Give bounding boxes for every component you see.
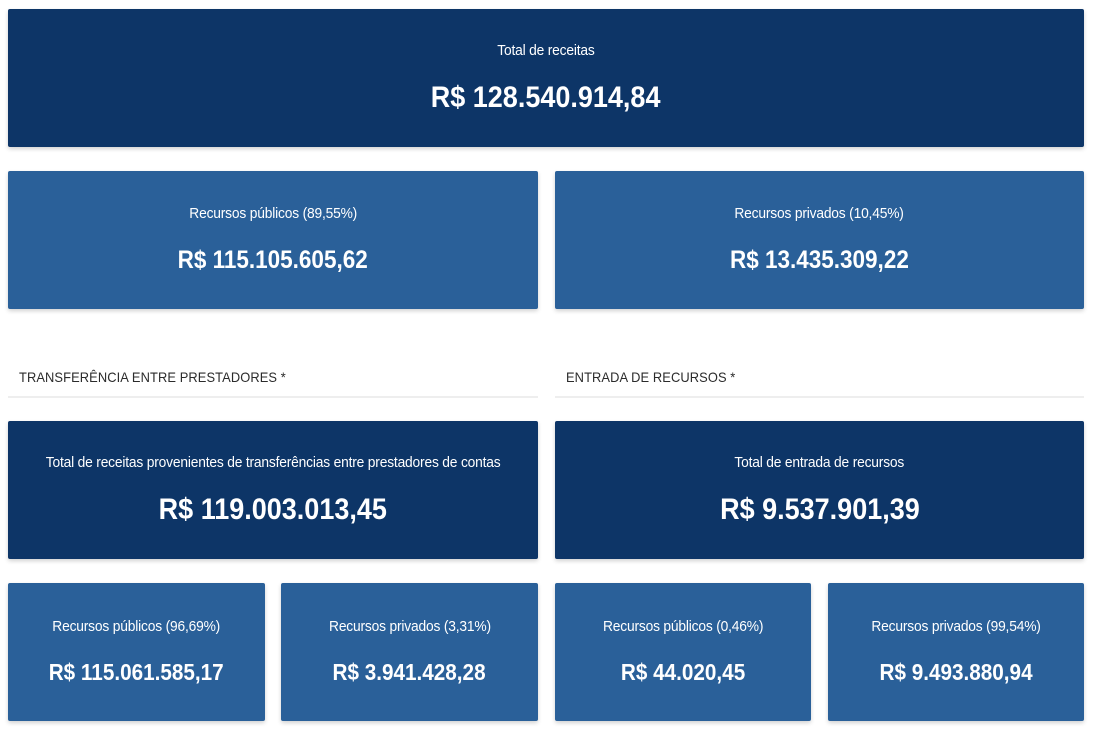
total-revenue-value: R$ 128.540.914,84 [431, 80, 661, 114]
entry-public-label: Recursos públicos (0,46%) [602, 618, 764, 635]
summary-private-card: Recursos privados (10,45%) R$ 13.435.309… [555, 171, 1084, 309]
summary-private-value: R$ 13.435.309,22 [730, 246, 909, 274]
transfer-section-title: TRANSFERÊNCIA ENTRE PRESTADORES * [19, 369, 286, 385]
summary-public-card: Recursos públicos (89,55%) R$ 115.105.60… [8, 171, 538, 309]
transfer-private-value: R$ 3.941.428,28 [332, 659, 487, 685]
summary-private-label: Recursos privados (10,45%) [734, 205, 905, 222]
summary-public-value: R$ 115.105.605,62 [177, 246, 369, 274]
entry-private-value: R$ 9.493.880,94 [879, 659, 1033, 685]
entry-private-label: Recursos privados (99,54%) [871, 618, 1041, 635]
transfer-section-divider [8, 396, 538, 398]
transfer-private-label: Recursos privados (3,31%) [328, 618, 491, 635]
entry-public-value: R$ 44.020,45 [620, 659, 746, 685]
entry-total-card: Total de entrada de recursos R$ 9.537.90… [555, 421, 1084, 559]
transfer-public-value: R$ 115.061.585,17 [49, 659, 224, 685]
entry-section-title: ENTRADA DE RECURSOS * [566, 369, 736, 385]
entry-private-card: Recursos privados (99,54%) R$ 9.493.880,… [828, 583, 1084, 721]
transfer-total-value: R$ 119.003.013,45 [158, 492, 388, 526]
transfer-public-label: Recursos públicos (96,69%) [52, 618, 221, 635]
transfer-private-card: Recursos privados (3,31%) R$ 3.941.428,2… [281, 583, 538, 721]
summary-public-label: Recursos públicos (89,55%) [189, 205, 357, 222]
transfer-total-card: Total de receitas provenientes de transf… [8, 421, 538, 559]
entry-section-divider [555, 396, 1084, 398]
total-revenue-label: Total de receitas [497, 41, 595, 59]
entry-total-value: R$ 9.537.901,39 [719, 492, 920, 526]
transfer-public-card: Recursos públicos (96,69%) R$ 115.061.58… [8, 583, 265, 721]
total-revenue-card: Total de receitas R$ 128.540.914,84 [8, 9, 1084, 147]
entry-total-label: Total de entrada de recursos [734, 453, 905, 471]
entry-public-card: Recursos públicos (0,46%) R$ 44.020,45 [555, 583, 811, 721]
transfer-total-label: Total de receitas provenientes de transf… [45, 453, 501, 471]
